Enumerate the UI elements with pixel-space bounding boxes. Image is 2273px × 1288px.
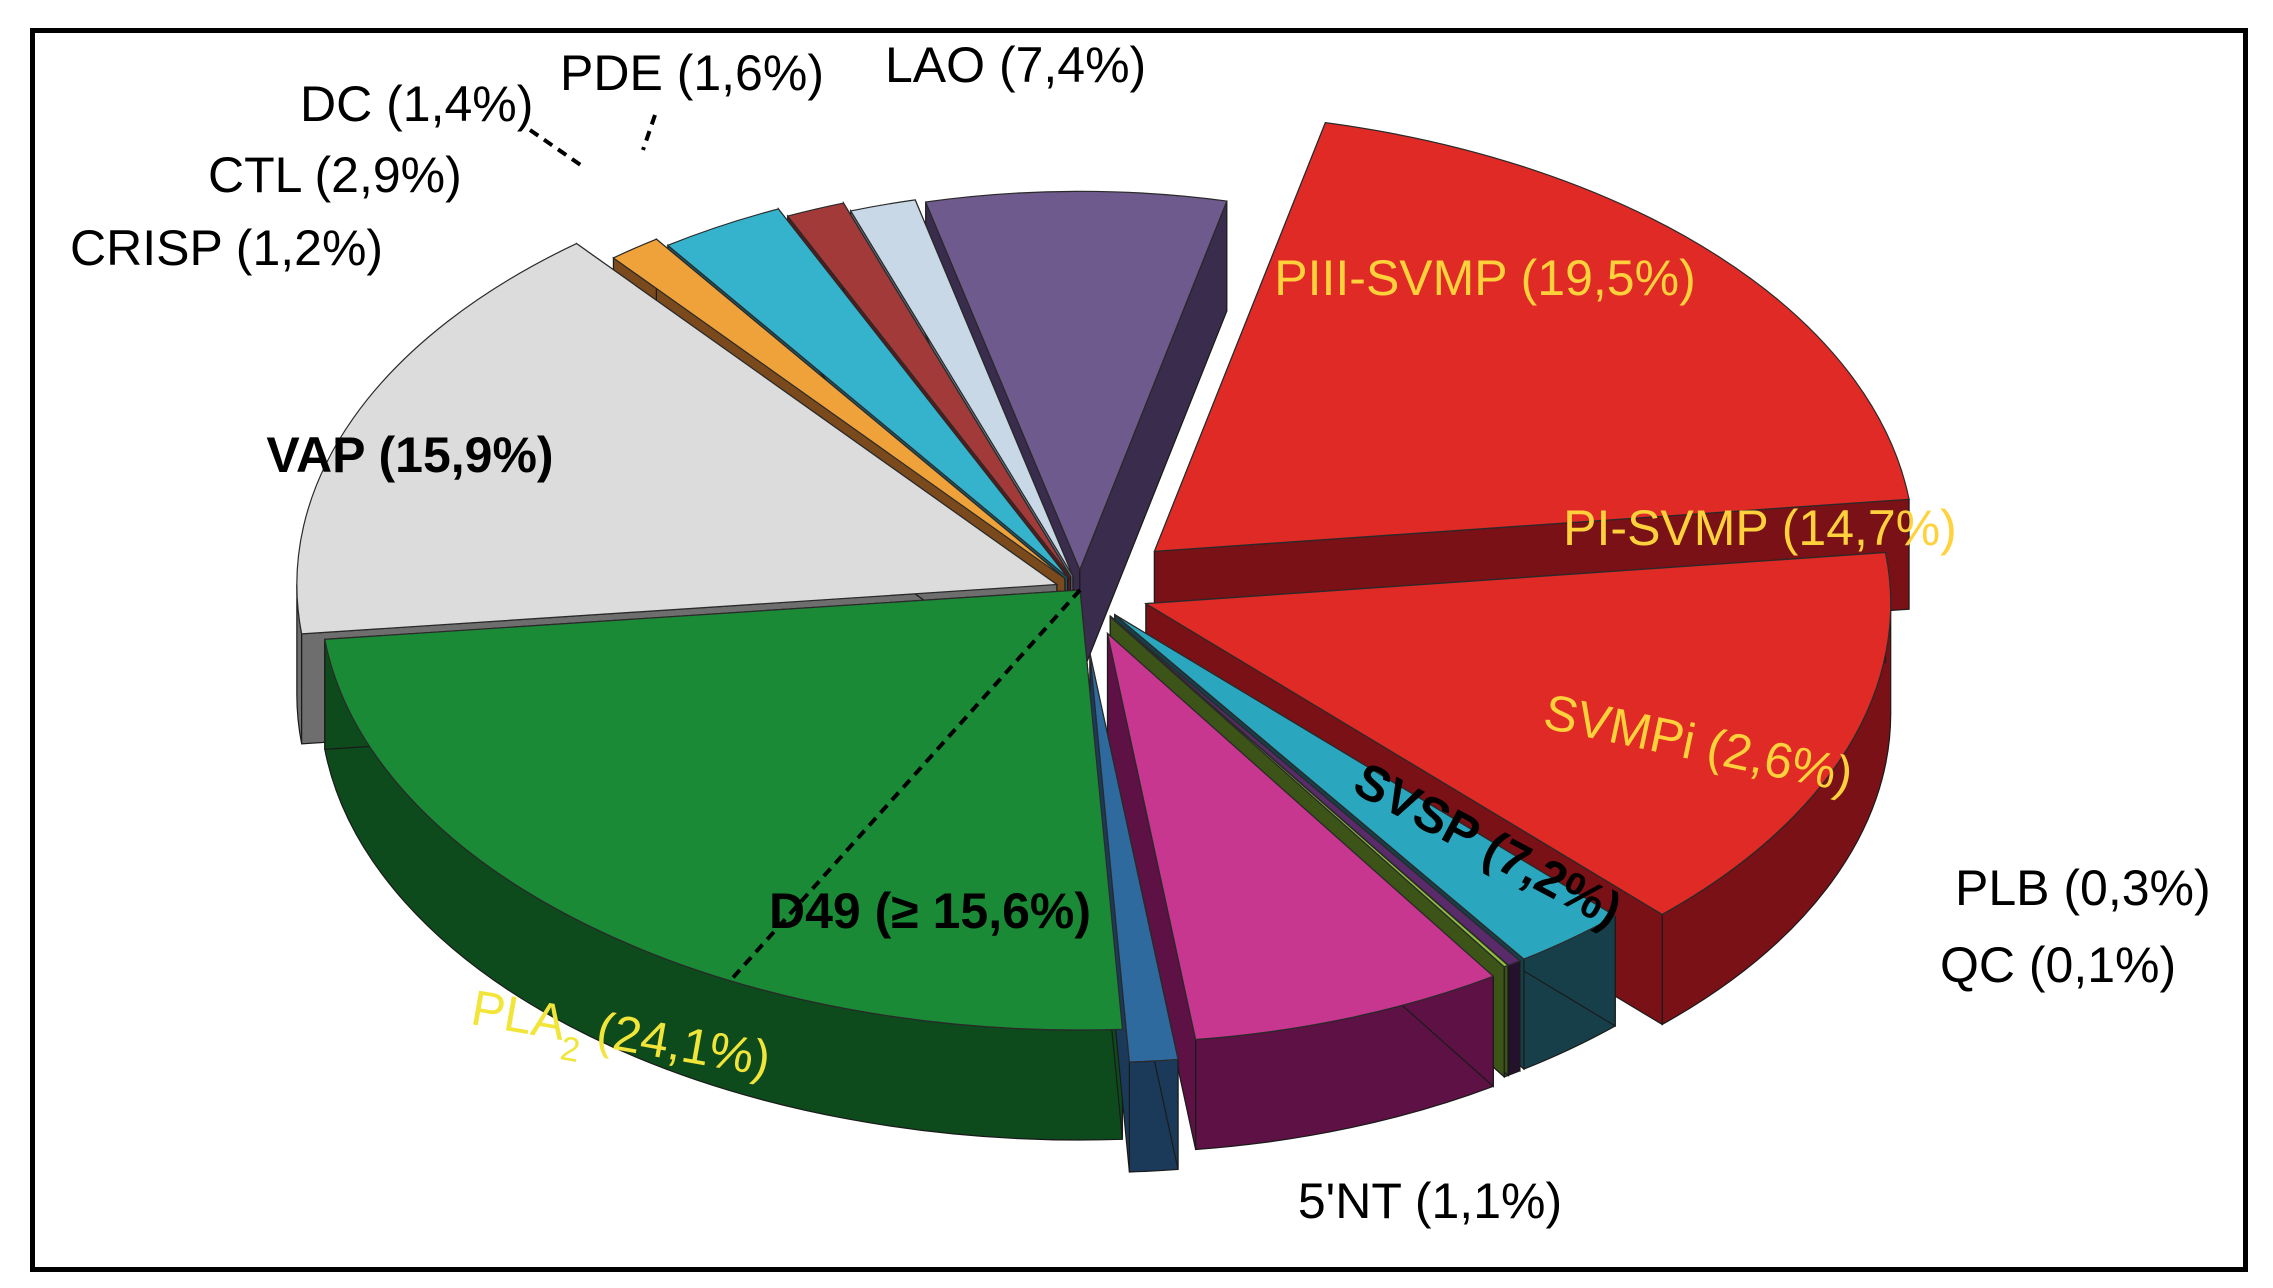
label-qc: QC (0,1%) — [1940, 937, 2176, 993]
label-vap: VAP (15,9%) — [266, 427, 553, 483]
label-lao: LAO (7,4%) — [885, 37, 1146, 93]
label-ctl: CTL (2,9%) — [208, 147, 462, 203]
label-dc: DC (1,4%) — [300, 76, 533, 132]
label-pi: PI-SVMP (14,7%) — [1563, 500, 1957, 556]
slice-lao[interactable] — [924, 190, 1228, 572]
slice-pla2[interactable] — [324, 589, 1124, 1031]
slice-vap[interactable] — [296, 242, 1059, 635]
slice-crisp[interactable] — [612, 238, 1066, 579]
slice-piii[interactable] — [1153, 121, 1910, 553]
slice-svsp[interactable] — [1106, 631, 1495, 1041]
label-pde: PDE (1,6%) — [560, 45, 824, 101]
slice-ctl[interactable] — [666, 208, 1069, 578]
label-plb: PLB (0,3%) — [1955, 860, 2211, 916]
leader-pde — [641, 114, 657, 151]
slice-qc[interactable] — [1109, 616, 1510, 968]
slice-pde[interactable] — [849, 199, 1074, 577]
slice-dc[interactable] — [786, 202, 1072, 577]
d49-divider-line — [728, 588, 1082, 982]
slice-nt[interactable] — [1089, 653, 1179, 1063]
slice-svmpi[interactable] — [1114, 614, 1617, 960]
slice-tops — [296, 121, 1910, 1063]
label-piii: PIII-SVMP (19,5%) — [1274, 250, 1695, 306]
label-d49: D49 (≥ 15,6%) — [769, 883, 1091, 939]
leader-dc — [528, 128, 587, 170]
leader-lines — [528, 114, 1082, 982]
label-nt: 5'NT (1,1%) — [1298, 1173, 1562, 1229]
label-crisp: CRISP (1,2%) — [70, 220, 383, 276]
slice-pi[interactable] — [1143, 551, 1892, 916]
